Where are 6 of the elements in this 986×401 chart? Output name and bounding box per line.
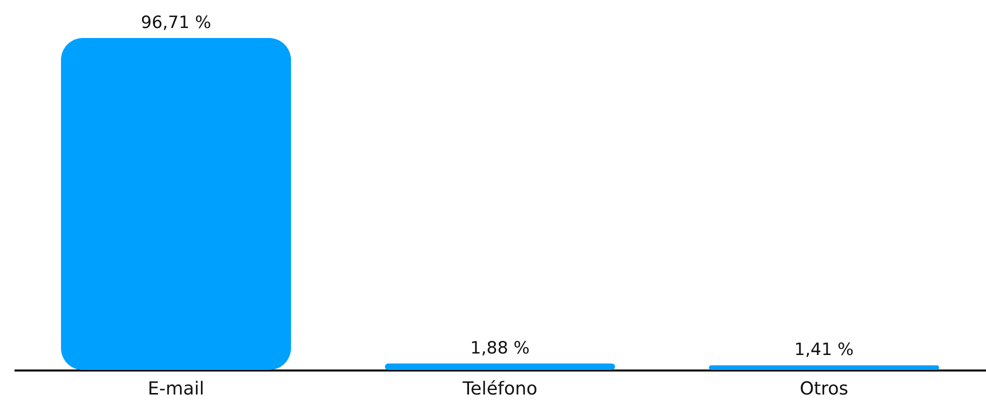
- x-tick-label: Teléfono: [462, 378, 538, 400]
- x-tick-label: E-mail: [148, 378, 204, 400]
- data-label: 1,88 %: [470, 338, 530, 359]
- data-label: 1,41 %: [794, 340, 854, 360]
- x-tick-label: Otros: [800, 378, 848, 400]
- data-label: 96,71 %: [140, 13, 212, 33]
